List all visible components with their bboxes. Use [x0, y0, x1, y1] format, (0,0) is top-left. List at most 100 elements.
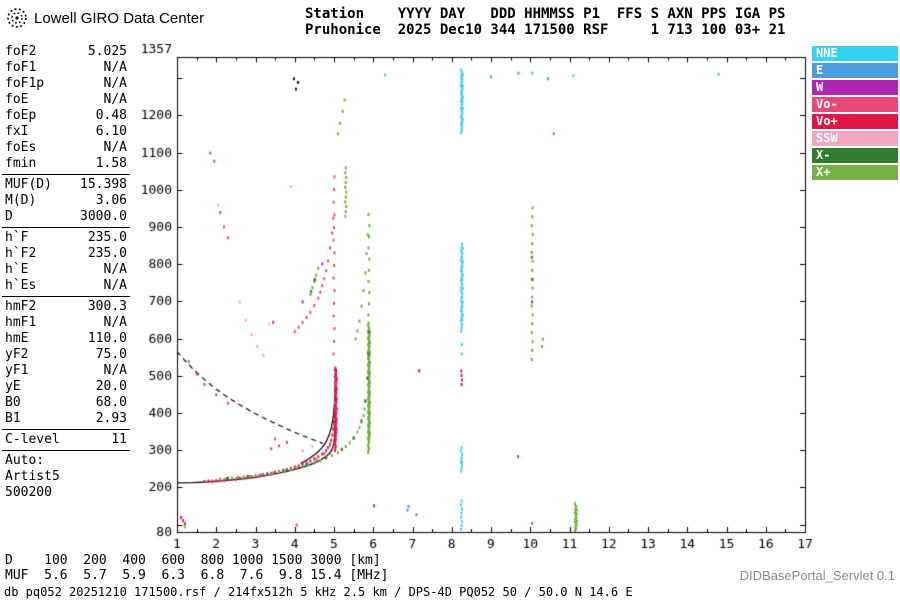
param-row-hmE: hmE 110.0: [2, 331, 130, 347]
param-label: h`E: [5, 262, 29, 277]
param-value: N/A: [103, 262, 127, 277]
brand-title: Lowell GIRO Data Center: [34, 9, 205, 27]
param-value: N/A: [103, 315, 127, 330]
param-value: N/A: [103, 76, 127, 91]
param-value: 0.48: [95, 108, 127, 123]
param-label: fmin: [5, 156, 37, 171]
legend-item-x-minus: X-: [812, 148, 898, 163]
param-label: foE: [5, 92, 29, 107]
param-label: foF2: [5, 44, 37, 59]
auto-label: Auto:: [5, 453, 45, 468]
param-row-B0: B0 68.0: [2, 395, 130, 411]
header-line-1: Station YYYY DAY DDD HHMMSS P1 FFS S AXN…: [305, 6, 786, 22]
station-header: Station YYYY DAY DDD HHMMSS P1 FFS S AXN…: [305, 6, 785, 38]
param-label: yF2: [5, 347, 29, 362]
param-value: 15.398: [80, 177, 127, 192]
legend-item-ssw: SSW: [812, 131, 898, 146]
param-row-foE: foE N/A: [2, 92, 130, 108]
param-row-hE: h`E N/A: [2, 262, 130, 278]
param-value: 20.0: [95, 379, 127, 394]
param-label: B0: [5, 395, 21, 410]
param-row-foEp: foEp 0.48: [2, 108, 130, 124]
param-value: 68.0: [95, 395, 127, 410]
param-value: 300.3: [87, 299, 127, 314]
param-label: hmF1: [5, 315, 37, 330]
param-value: 110.0: [87, 331, 127, 346]
param-label: yE: [5, 379, 21, 394]
param-group-muf: MUF(D) 15.398 M(D) 3.06 D 3000.0: [2, 174, 130, 227]
param-value: 2.93: [95, 411, 127, 426]
param-label: foEs: [5, 140, 37, 155]
param-value: N/A: [103, 278, 127, 293]
param-label: h`F2: [5, 246, 37, 261]
param-row-md: M(D) 3.06: [2, 193, 130, 209]
legend-item-nne: NNE: [812, 46, 898, 61]
param-value: 235.0: [87, 246, 127, 261]
param-row-foEs: foEs N/A: [2, 140, 130, 156]
param-label: h`Es: [5, 278, 37, 293]
param-label: C-level: [5, 432, 60, 447]
param-row-foF1p: foF1p N/A: [2, 76, 130, 92]
param-row-yE: yE 20.0: [2, 379, 130, 395]
param-group-virtual-heights: h`F 235.0 h`F2 235.0 h`E N/A h`Es N/A: [2, 227, 130, 296]
scaler-version: 500200: [5, 485, 52, 500]
param-row-hEs: h`Es N/A: [2, 278, 130, 294]
record-info-line: db pq052 20251210 171500.rsf / 214fx512h…: [4, 585, 633, 599]
legend-item-w: W: [812, 80, 898, 95]
param-row-B1: B1 2.93: [2, 411, 130, 427]
param-label: foF1: [5, 60, 37, 75]
parameter-panel: foF2 5.025 foF1 N/A foF1p N/A foE N/A foEp 0.…: [2, 42, 130, 503]
param-row-fmin: fmin 1.58: [2, 156, 130, 172]
param-group-confidence: C-level 11: [2, 429, 130, 450]
param-value: 3.06: [95, 193, 127, 208]
param-label: foEp: [5, 108, 37, 123]
param-row-hmF2: hmF2 300.3: [2, 299, 130, 315]
param-row-fxI: fxI 6.10: [2, 124, 130, 140]
giro-logo-icon: [7, 8, 27, 28]
param-label: M(D): [5, 193, 37, 208]
param-value: N/A: [103, 92, 127, 107]
param-value: 1.58: [95, 156, 127, 171]
param-row-foF1: foF1 N/A: [2, 60, 130, 76]
brand: Lowell GIRO Data Center: [6, 7, 204, 29]
param-value: 235.0: [87, 230, 127, 245]
param-row-hmF1: hmF1 N/A: [2, 315, 130, 331]
param-value: 6.10: [95, 124, 127, 139]
param-value: N/A: [103, 363, 127, 378]
param-value: 75.0: [95, 347, 127, 362]
param-group-peak-heights: hmF2 300.3 hmF1 N/A hmE 110.0 yF2 75.0 yF1 N/…: [2, 296, 130, 429]
param-label: hmE: [5, 331, 29, 346]
param-label: B1: [5, 411, 21, 426]
param-value: 11: [111, 432, 127, 447]
param-value: N/A: [103, 60, 127, 75]
legend-item-vo-minus: Vo-: [812, 97, 898, 112]
param-row-yF2: yF2 75.0: [2, 347, 130, 363]
legend-item-x-plus: X+: [812, 165, 898, 180]
param-label: hmF2: [5, 299, 37, 314]
d-line: D 100 200 400 600 800 1000 1500 3000 [km…: [5, 553, 381, 568]
trace-legend: NNE E W Vo- Vo+ SSW X- X+: [812, 46, 898, 182]
param-row-yF1: yF1 N/A: [2, 363, 130, 379]
param-row-c-level: C-level 11: [2, 432, 130, 448]
param-value: 3000.0: [80, 209, 127, 224]
param-label: foF1p: [5, 76, 45, 91]
param-row-mufd: MUF(D) 15.398: [2, 177, 130, 193]
param-row-d: D 3000.0: [2, 209, 130, 225]
param-group-auto: Auto: Artist5 500200: [2, 450, 130, 503]
legend-item-vo-plus: Vo+: [812, 114, 898, 129]
header-line-2: Pruhonice 2025 Dec10 344 171500 RSF 1 71…: [305, 22, 786, 38]
param-value: 5.025: [87, 44, 127, 59]
param-label: D: [5, 209, 13, 224]
param-value: N/A: [103, 140, 127, 155]
scaler-name: Artist5: [5, 469, 60, 484]
param-label: h`F: [5, 230, 29, 245]
muf-line: MUF 5.6 5.7 5.9 6.3 6.8 7.6 9.8 15.4 [MH…: [5, 568, 389, 583]
servlet-version-label: DIDBasePortal_Servlet 0.1: [739, 568, 895, 583]
param-row-foF2: foF2 5.025: [2, 44, 130, 60]
param-group-frequencies: foF2 5.025 foF1 N/A foF1p N/A foE N/A foEp 0.…: [2, 42, 130, 174]
d-muf-table: D 100 200 400 600 800 1000 1500 3000 [km…: [5, 553, 389, 583]
param-label: yF1: [5, 363, 29, 378]
param-label: MUF(D): [5, 177, 52, 192]
